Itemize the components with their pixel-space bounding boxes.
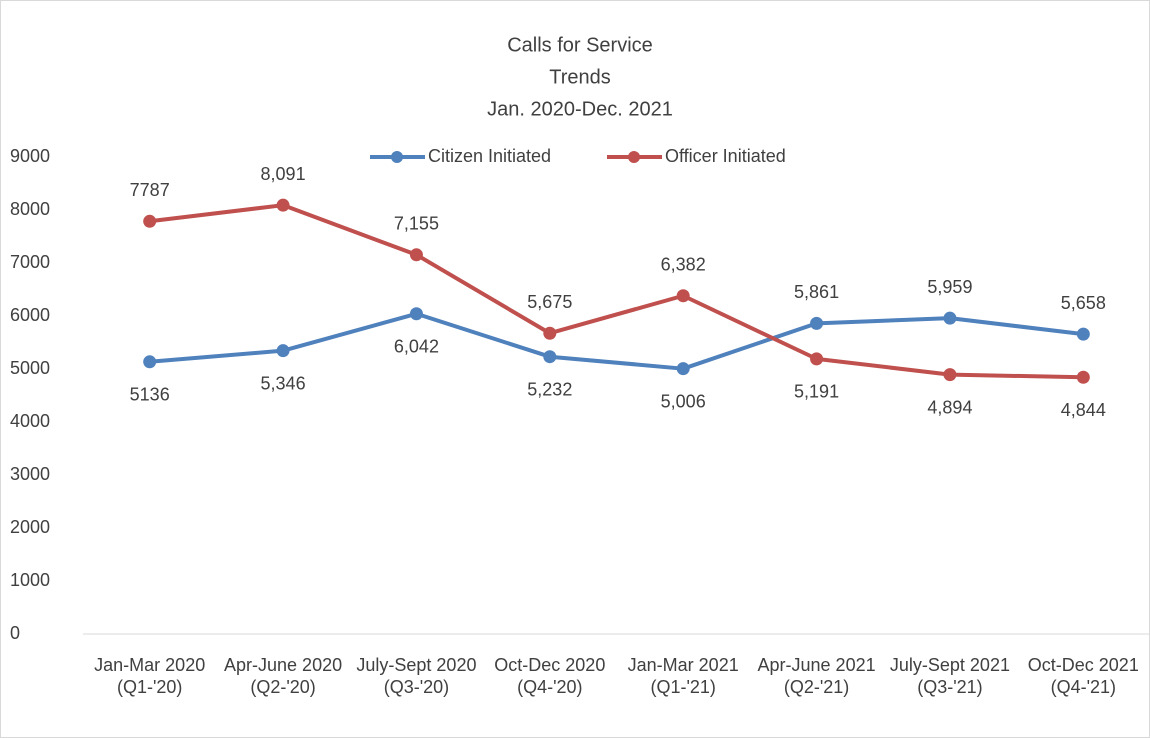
chart-title: Trends	[549, 66, 611, 88]
x-tick-label: Oct-Dec 2020 (Q4-'20)	[494, 655, 606, 697]
legend-marker	[391, 151, 403, 163]
chart-title: Jan. 2020-Dec. 2021	[487, 98, 673, 120]
data-label: 4,844	[1061, 400, 1106, 420]
data-label: 5,658	[1061, 293, 1106, 313]
x-tick-label: Apr-June 2021 (Q2-'21)	[757, 655, 876, 697]
legend-label: Citizen Initiated	[428, 146, 551, 166]
data-point	[276, 198, 290, 212]
chart-title: Calls for Service	[507, 34, 653, 56]
data-point	[409, 307, 423, 321]
data-label: 5,191	[794, 382, 839, 402]
data-label: 5,232	[527, 379, 572, 399]
data-label: 4,894	[927, 397, 972, 417]
x-tick-label: Jan-Mar 2021 (Q1-'21)	[627, 655, 739, 697]
y-tick-label: 1000	[10, 570, 50, 590]
x-tick-label: Apr-June 2020 (Q2-'20)	[224, 655, 343, 697]
data-point	[409, 248, 423, 262]
y-tick-label: 5000	[10, 358, 50, 378]
data-label: 5136	[130, 385, 170, 405]
data-point	[943, 368, 957, 382]
x-tick-label: Oct-Dec 2021 (Q4-'21)	[1027, 655, 1139, 697]
x-tick-label: July-Sept 2020 (Q3-'20)	[356, 655, 477, 697]
y-tick-label: 9000	[10, 146, 50, 166]
data-point	[810, 316, 824, 330]
series-line	[149, 311, 1084, 371]
data-label: 5,675	[527, 292, 572, 312]
y-tick-label: 8000	[10, 199, 50, 219]
data-label: 6,042	[394, 337, 439, 357]
series-line	[149, 203, 1084, 380]
data-point	[543, 326, 557, 340]
data-label: 5,006	[661, 391, 706, 411]
y-tick-label: 6000	[10, 305, 50, 325]
data-point	[943, 311, 957, 325]
data-label: 8,091	[261, 164, 306, 184]
x-tick-label: Jan-Mar 2020 (Q1-'20)	[94, 655, 206, 697]
data-point	[543, 350, 557, 364]
data-point	[810, 352, 824, 366]
legend-label: Officer Initiated	[665, 146, 786, 166]
y-tick-label: 0	[10, 623, 20, 643]
y-tick-label: 2000	[10, 517, 50, 537]
data-point	[1076, 370, 1090, 384]
data-label: 6,382	[661, 255, 706, 275]
data-point	[143, 355, 157, 369]
data-point	[676, 289, 690, 303]
data-point	[1076, 327, 1090, 341]
y-tick-label: 4000	[10, 411, 50, 431]
data-label: 7787	[130, 180, 170, 200]
data-label: 7,155	[394, 214, 439, 234]
data-label: 5,959	[927, 277, 972, 297]
data-label: 5,861	[794, 282, 839, 302]
data-point	[676, 362, 690, 376]
legend-marker	[628, 151, 640, 163]
data-point	[143, 214, 157, 228]
y-tick-label: 7000	[10, 252, 50, 272]
data-point	[276, 344, 290, 358]
data-label: 5,346	[261, 373, 306, 393]
y-tick-label: 3000	[10, 464, 50, 484]
x-tick-label: July-Sept 2021 (Q3-'21)	[889, 655, 1010, 697]
